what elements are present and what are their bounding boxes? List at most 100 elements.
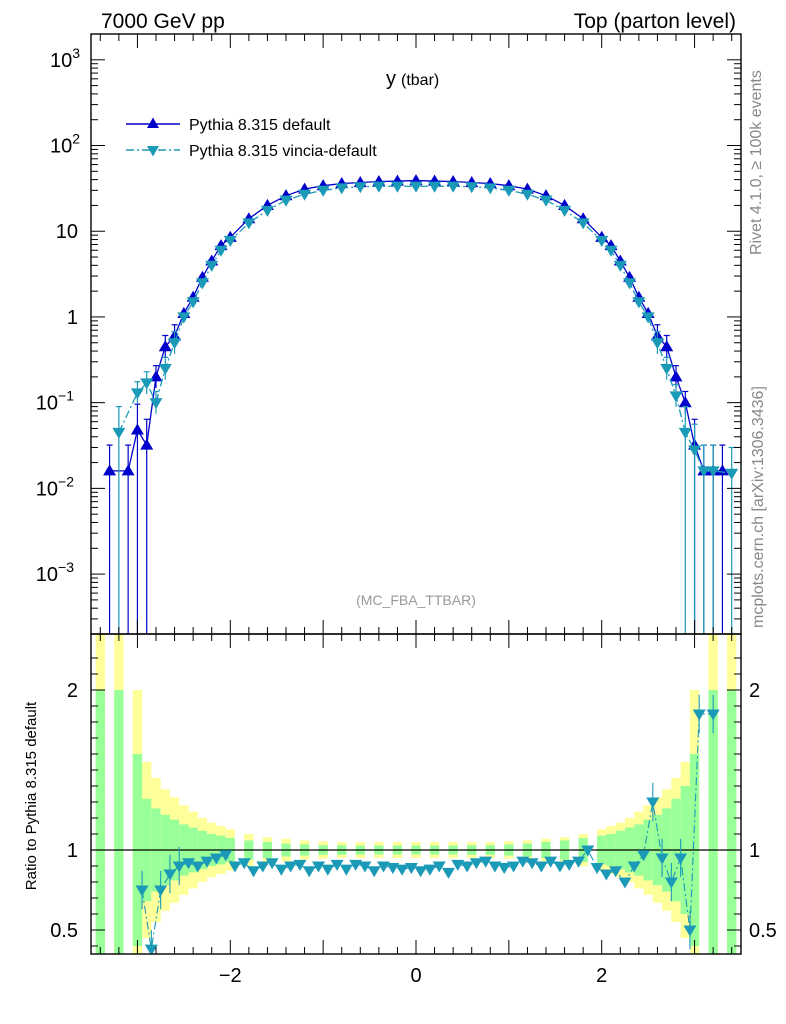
vincia-data-point <box>177 312 191 324</box>
ratio-data-point <box>247 866 260 878</box>
vincia-data-point <box>390 181 404 193</box>
vincia-data-point <box>316 185 330 197</box>
ratio-data-point <box>293 859 307 871</box>
ratio-data-point <box>432 861 446 873</box>
vincia-data-point <box>140 378 154 390</box>
green-band-bin <box>114 690 124 954</box>
vincia-data-point <box>335 183 349 195</box>
ratio-data-point <box>154 885 168 897</box>
vincia-data-point <box>298 189 312 201</box>
ratio-data-point <box>414 866 428 878</box>
ratio-data-point <box>274 864 288 876</box>
vincia-data-point <box>595 235 609 247</box>
observable-suffix: (tbar) <box>401 72 439 89</box>
ratio-data-point <box>683 925 697 937</box>
green-band-bin <box>727 690 737 954</box>
ratio-data-point <box>302 866 316 878</box>
vincia-data-point <box>520 189 534 201</box>
y-tick-exponent: 2 <box>72 131 80 147</box>
vincia-data-point <box>697 466 711 478</box>
y-tick-base: 10 <box>36 478 58 500</box>
ratio-data-point <box>525 858 539 870</box>
vincia-data-point <box>112 427 126 439</box>
default-data-point <box>103 464 117 476</box>
y-tick-label: 103 <box>50 45 80 72</box>
ratio-data-point <box>562 859 576 871</box>
ratio-data-point <box>265 858 279 870</box>
ratio-data-point <box>330 859 344 871</box>
ratio-data-point <box>395 864 409 876</box>
vincia-data-point <box>195 278 209 290</box>
ratio-data-point <box>339 864 353 876</box>
vincia-data-point <box>149 398 163 410</box>
ratio-data-point <box>469 858 483 870</box>
ratio-data-point <box>423 864 437 876</box>
vincia-data-point <box>623 278 637 290</box>
legend-marker-vincia <box>147 146 159 157</box>
vincia-series-line <box>118 185 732 474</box>
ratio-data-point <box>553 861 567 873</box>
vincia-data-point <box>428 181 442 193</box>
ratio-y-tick-label-right: 0.5 <box>749 920 777 942</box>
ratio-data-point <box>200 856 214 868</box>
ratio-data-point <box>497 863 511 875</box>
observable-symbol: y <box>386 68 396 90</box>
default-data-point <box>130 423 144 435</box>
ratio-data-point <box>451 859 465 871</box>
ratio-data-point <box>228 861 242 873</box>
vincia-data-point <box>353 182 367 194</box>
vincia-data-point <box>641 312 655 324</box>
y-tick-label: 10−2 <box>36 473 74 500</box>
ratio-data-point <box>284 861 298 873</box>
vincia-data-point <box>688 445 702 457</box>
y-tick-base: 10 <box>36 564 58 586</box>
ratio-data-point <box>358 861 372 873</box>
main-plot-series <box>103 174 739 634</box>
y-tick-label: 102 <box>50 131 80 158</box>
vincia-data-point <box>223 235 237 247</box>
vincia-data-point <box>465 182 479 194</box>
analysis-label: (MC_FBA_TTBAR) <box>356 592 476 608</box>
x-tick-label: −2 <box>219 965 242 987</box>
ratio-data-point <box>349 859 363 871</box>
rivet-version-label: Rivet 4.1.0, ≥ 100k events <box>748 70 765 255</box>
y-tick-exponent: 3 <box>72 45 80 61</box>
ratio-data-point <box>516 856 530 868</box>
legend-label-default: Pythia 8.315 default <box>189 117 331 134</box>
ratio-data-point <box>544 856 558 868</box>
y-tick-base: 10 <box>50 136 72 158</box>
observable-title: y (tbar) <box>386 68 439 90</box>
ratio-data-point <box>312 861 325 873</box>
y-tick-label: 1 <box>67 307 78 329</box>
vincia-data-point <box>725 468 739 480</box>
default-data-point <box>678 396 692 408</box>
vincia-data-point <box>242 218 256 230</box>
vincia-data-point <box>613 260 627 272</box>
ratio-plot-series <box>91 694 741 954</box>
ratio-data-point <box>534 861 548 873</box>
legend-entry-vincia: Pythia 8.315 vincia-default <box>126 143 377 160</box>
vincia-data-point <box>706 466 720 478</box>
ratio-data-point <box>646 797 660 809</box>
ratio-data-point <box>386 863 400 875</box>
vincia-data-point <box>678 427 692 439</box>
y-tick-exponent: −2 <box>58 473 74 489</box>
vincia-data-point <box>558 205 572 217</box>
ratio-data-point <box>706 709 720 721</box>
mcplots-label: mcplots.cern.ch [arXiv:1306.3436] <box>750 386 767 628</box>
default-data-point <box>121 464 135 476</box>
ratio-y-tick-label-left: 0.5 <box>50 920 78 942</box>
ratio-data-point <box>367 866 381 878</box>
x-tick-label: 2 <box>596 965 607 987</box>
ratio-data-point <box>404 863 418 875</box>
ratio-data-point <box>627 861 641 873</box>
ratio-data-point <box>442 867 455 879</box>
green-band-bin <box>708 690 718 954</box>
ratio-data-point <box>507 861 520 873</box>
vincia-data-point <box>186 297 200 309</box>
ratio-ylabel: Ratio to Pythia 8.315 default <box>23 701 40 890</box>
ratio-data-point <box>182 858 195 870</box>
ratio-data-point <box>488 861 502 873</box>
